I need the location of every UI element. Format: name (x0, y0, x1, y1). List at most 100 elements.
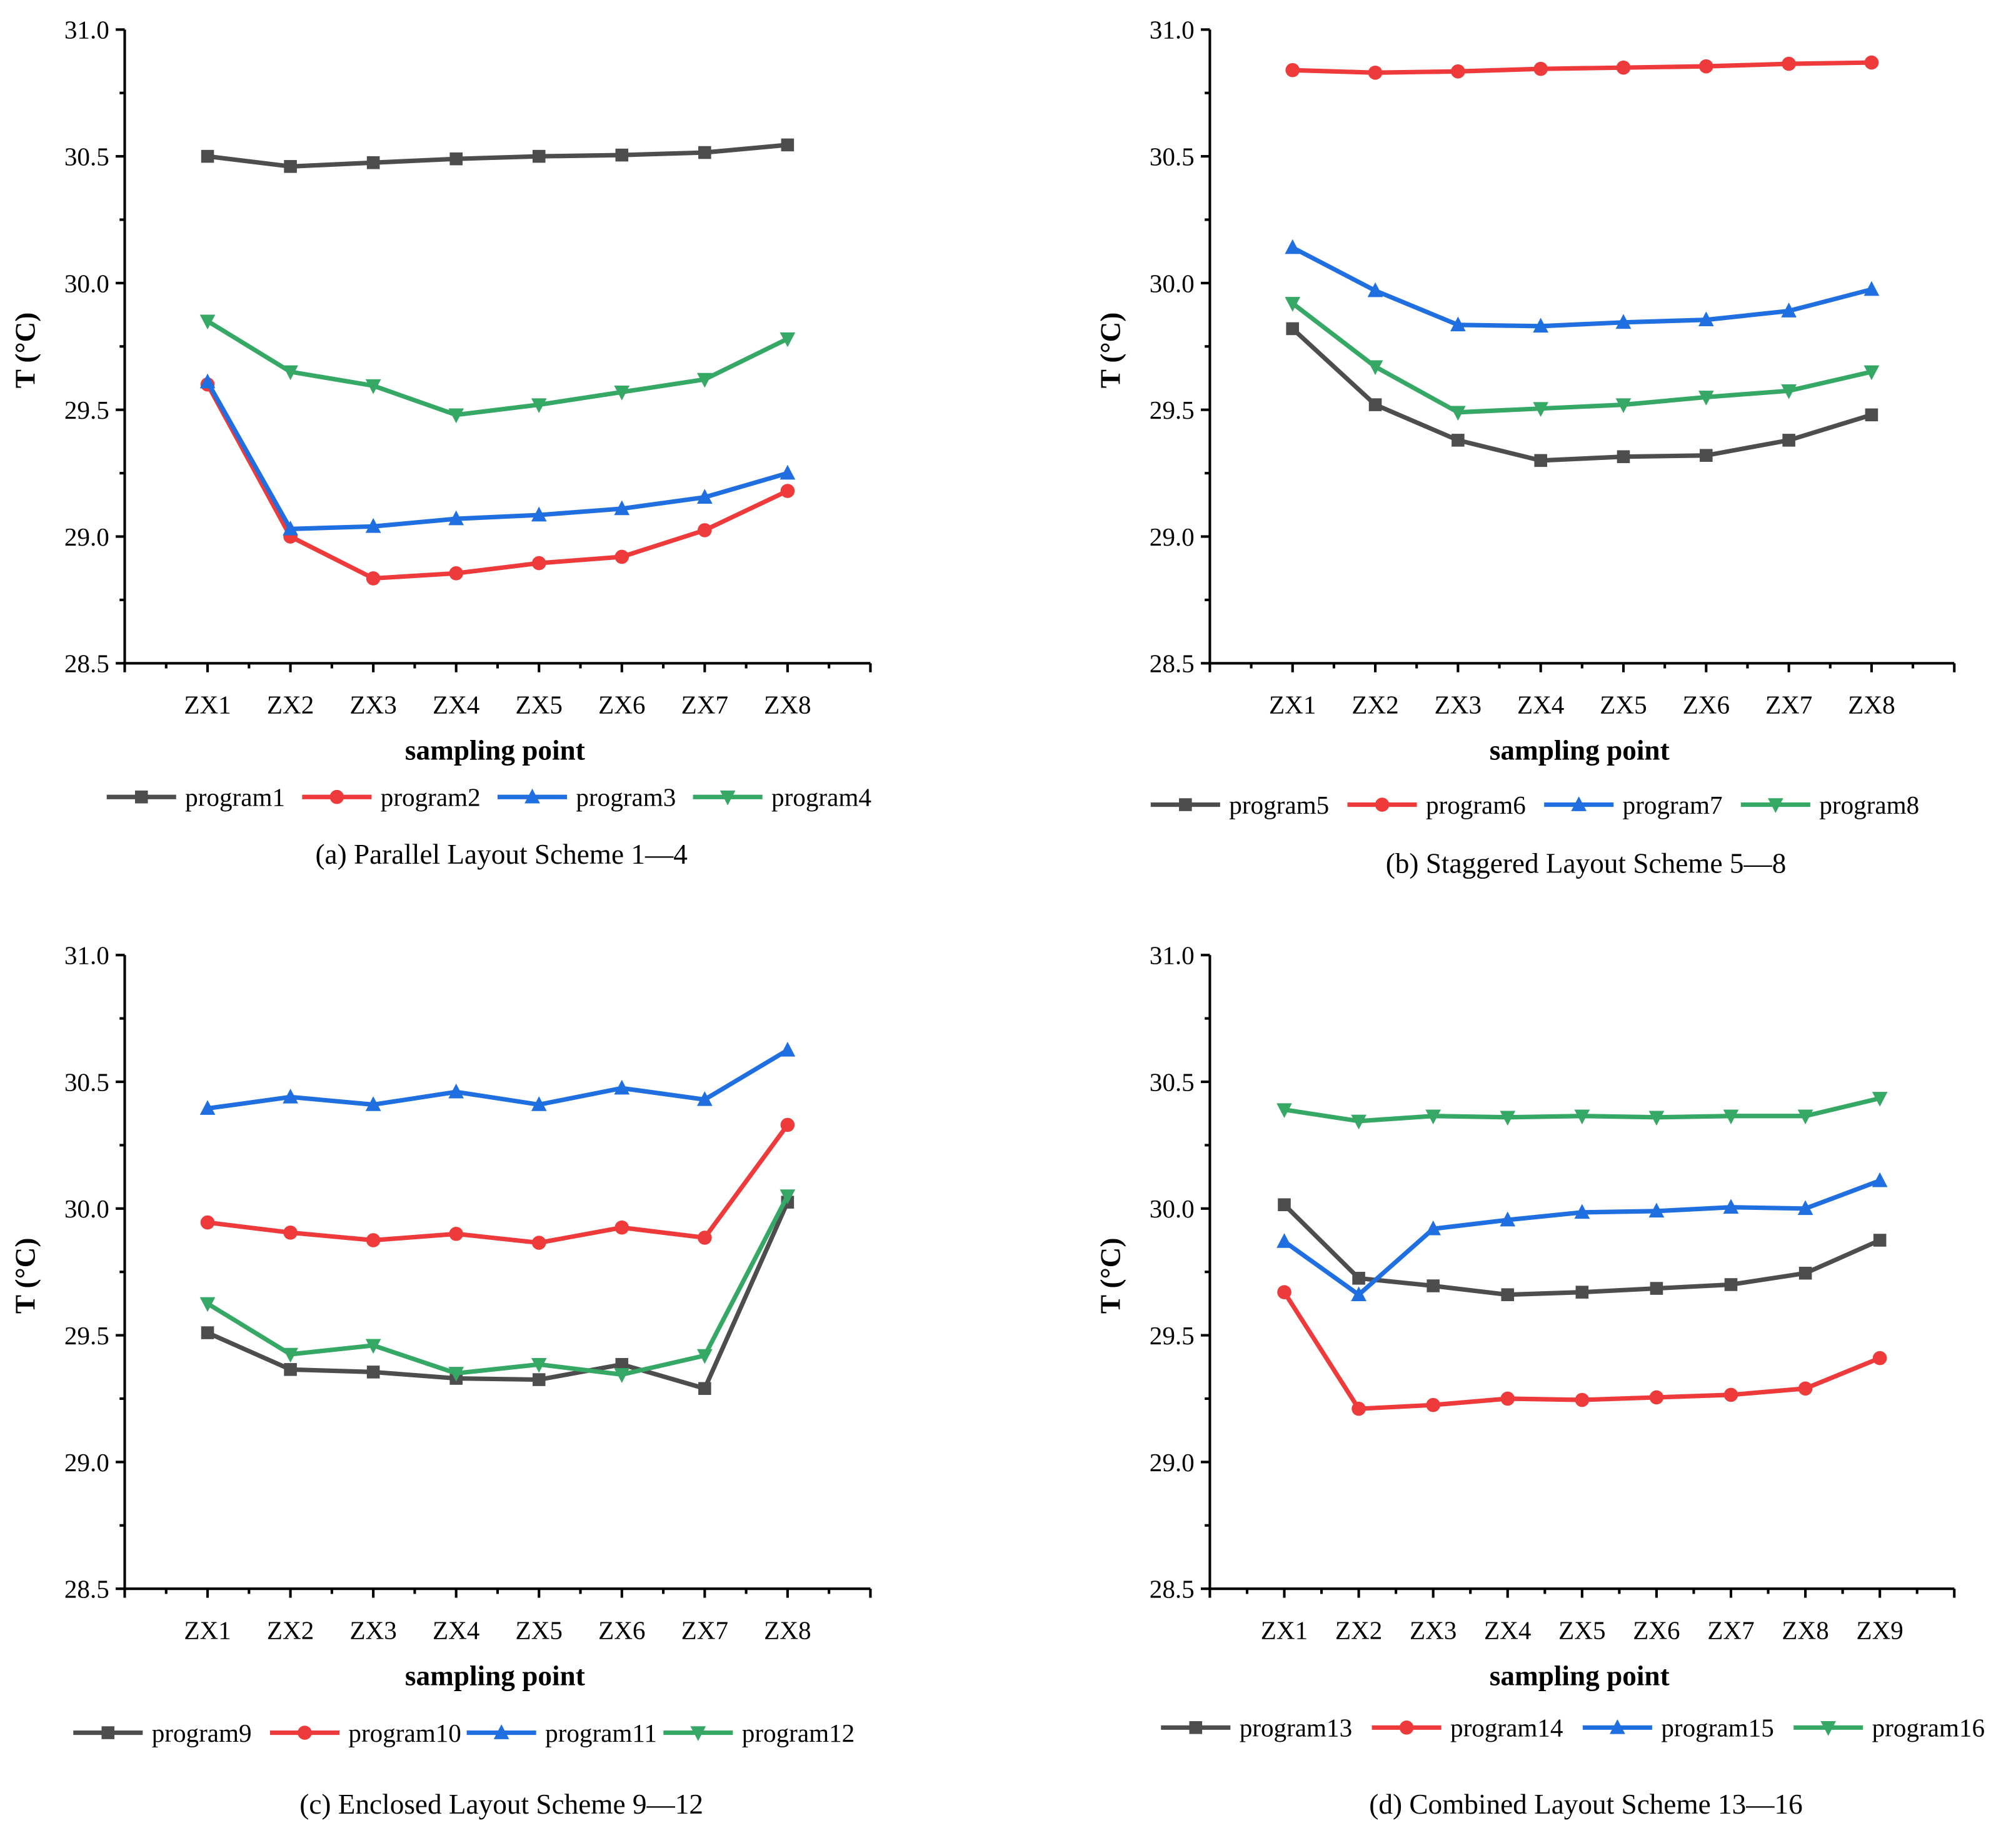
triangle-up-marker (283, 520, 298, 536)
legend-label: program14 (1450, 1714, 1563, 1742)
x-tick-label: ZX1 (184, 1616, 231, 1644)
series-program8 (1285, 297, 1880, 421)
y-tick-label: 30.0 (64, 1194, 109, 1223)
legend-label: program5 (1229, 791, 1329, 819)
square-marker (284, 160, 297, 173)
legend-item: program15 (1582, 1714, 1774, 1742)
circle-marker (614, 549, 629, 564)
y-tick-label: 30.5 (1150, 1067, 1195, 1096)
chart-panel: 28.5 29.0 29.5 30.0 30.5 31.0 ZX1 ZX2 ZX3 ZX4 ZX5 Z… (1095, 16, 1956, 879)
circle-marker (1352, 1401, 1366, 1416)
y-tick-label: 30.5 (1150, 142, 1195, 171)
square-marker (1617, 450, 1630, 464)
legend-item: program11 (466, 1719, 657, 1747)
triangle-down-marker (1425, 1109, 1442, 1125)
series-program16 (1276, 1092, 1888, 1130)
series-line (1291, 327, 1873, 463)
chart-caption: (b) Staggered Layout Scheme 5—8 (1386, 848, 1787, 879)
y-tick-label: 29.5 (1150, 396, 1195, 424)
triangle-down-marker (1533, 402, 1549, 417)
square-marker (366, 1366, 380, 1379)
square-marker (698, 146, 711, 159)
y-tick-label: 29.5 (1150, 1321, 1195, 1350)
x-tick-label: ZX4 (433, 1616, 479, 1644)
triangle-up-marker (199, 373, 216, 389)
square-marker (1873, 1234, 1887, 1247)
y-tick-label: 29.0 (1150, 522, 1195, 551)
legend-item: program5 (1150, 791, 1329, 819)
y-axis-title: T (°C) (1095, 312, 1126, 389)
legend-item: program3 (497, 783, 676, 812)
triangle-down-marker (1648, 1111, 1665, 1126)
square-marker (615, 148, 629, 162)
triangle-up-marker (1571, 796, 1587, 811)
triangle-up-marker (199, 1100, 216, 1115)
triangle-up-marker (1615, 314, 1632, 329)
x-tick-label: ZX5 (1600, 691, 1647, 719)
legend-item: program13 (1161, 1714, 1352, 1742)
circle-marker (366, 571, 381, 586)
triangle-down-marker (1872, 1092, 1888, 1107)
square-marker (201, 1326, 214, 1339)
chart-panel: 28.5 29.0 29.5 30.0 30.5 31.0 ZX1 ZX2 ZX3 ZX4 ZX5 Z… (10, 941, 872, 1820)
triangle-down-marker (1276, 1103, 1292, 1118)
legend-item: program14 (1372, 1714, 1563, 1742)
triangle-up-marker (1872, 1172, 1888, 1187)
triangle-down-marker (1863, 365, 1880, 381)
x-tick-label: ZX7 (1707, 1616, 1754, 1644)
x-tick-label: ZX1 (184, 691, 231, 719)
triangle-up-marker (1648, 1202, 1665, 1218)
triangle-up-marker (1574, 1204, 1590, 1219)
triangle-up-marker (531, 506, 547, 522)
triangle-up-marker (614, 500, 630, 516)
triangle-down-marker (1351, 1114, 1367, 1130)
triangle-up-marker (780, 1041, 796, 1057)
triangle-up-marker (1450, 316, 1466, 332)
x-tick-label: ZX3 (1435, 691, 1482, 719)
circle-marker (698, 523, 712, 537)
series-program10 (200, 1117, 795, 1250)
circle-marker (200, 1215, 215, 1230)
series-line (207, 142, 788, 169)
circle-marker (614, 1220, 629, 1235)
square-marker (134, 790, 148, 804)
x-tick-label: ZX1 (1261, 1616, 1308, 1644)
y-tick-label: 30.0 (1150, 269, 1195, 297)
triangle-up-marker (1723, 1199, 1739, 1214)
triangle-down-marker (696, 372, 713, 388)
triangle-up-marker (1863, 281, 1880, 296)
circle-marker (780, 1117, 795, 1132)
legend-label: program4 (771, 783, 871, 812)
triangle-down-marker (448, 408, 464, 424)
series-line (206, 1201, 790, 1391)
circle-marker (1500, 1391, 1515, 1406)
y-tick-label: 30.5 (64, 142, 109, 171)
triangle-up-marker (1610, 1719, 1625, 1734)
x-tick-label: ZX9 (1856, 1616, 1903, 1644)
square-marker (1501, 1288, 1515, 1301)
y-tick-label: 30.0 (1150, 1194, 1195, 1223)
chart-panel: 28.5 29.0 29.5 30.0 30.5 31.0 ZX1 ZX2 ZX3 ZX4 ZX5 Z… (10, 16, 872, 870)
circle-marker (1616, 60, 1631, 75)
circle-marker (329, 789, 344, 804)
legend-label: program1 (185, 783, 285, 812)
circle-marker (1699, 59, 1713, 74)
triangle-up-marker (696, 489, 713, 504)
circle-marker (1649, 1390, 1664, 1405)
circle-marker (531, 556, 546, 571)
triangle-up-marker (365, 1096, 381, 1111)
circle-marker (1723, 1387, 1738, 1402)
triangle-down-marker (1781, 384, 1797, 399)
legend-label: program15 (1661, 1714, 1773, 1742)
series-line (205, 383, 789, 581)
legend-item: program9 (73, 1719, 252, 1747)
x-tick-label: ZX2 (267, 1616, 314, 1644)
legend-label: program11 (545, 1719, 657, 1747)
circle-marker (1368, 65, 1383, 80)
square-marker (1286, 322, 1300, 336)
triangle-up-marker (696, 1091, 713, 1106)
square-marker (1865, 408, 1878, 422)
triangle-up-marker (531, 1096, 547, 1111)
x-tick-label: ZX5 (516, 1616, 563, 1644)
legend-label: program6 (1426, 791, 1526, 819)
